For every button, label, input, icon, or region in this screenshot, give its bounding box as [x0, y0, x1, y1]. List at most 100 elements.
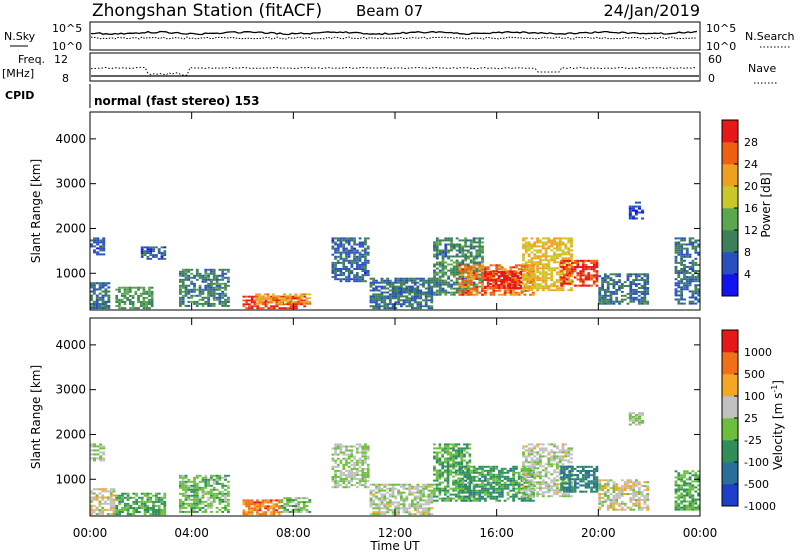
heatmap-cell	[255, 299, 258, 301]
heatmap-cell	[536, 481, 539, 484]
heatmap-cell	[424, 305, 428, 308]
heatmap-cell	[628, 207, 632, 210]
heatmap-cell	[253, 505, 257, 508]
heatmap-cell	[509, 293, 513, 296]
heatmap-cell	[416, 511, 420, 514]
heatmap-cell	[104, 307, 108, 310]
heatmap-cell	[481, 289, 484, 292]
heatmap-cell	[334, 453, 337, 456]
heatmap-cell	[107, 296, 111, 299]
heatmap-cell	[336, 476, 340, 478]
heatmap-cell	[481, 475, 484, 478]
heatmap-cell	[464, 285, 467, 288]
heatmap-cell	[536, 495, 539, 498]
heatmap-cell	[449, 455, 453, 458]
heatmap-cell	[694, 249, 698, 252]
heatmap-cell	[691, 280, 695, 283]
heatmap-cell	[458, 471, 462, 474]
heatmap-cell	[347, 471, 351, 474]
heatmap-cell	[259, 307, 262, 310]
heatmap-cell	[435, 285, 439, 288]
heatmap-cell	[584, 274, 588, 277]
heatmap-cell	[264, 511, 267, 514]
heatmap-cell	[604, 483, 607, 486]
heatmap-cell	[520, 467, 524, 470]
heatmap-cell	[430, 493, 434, 496]
heatmap-cell	[522, 277, 525, 280]
heatmap-cell	[258, 503, 262, 506]
heatmap-cell	[620, 298, 624, 301]
heatmap-cell	[400, 499, 403, 502]
heatmap-cell	[369, 297, 373, 300]
heatmap-cell	[468, 483, 472, 486]
colorbar-swatch	[722, 142, 738, 165]
heatmap-cell	[181, 274, 185, 277]
heatmap-cell	[441, 279, 445, 282]
heatmap-cell	[452, 273, 456, 276]
heatmap-cell	[486, 277, 490, 279]
heatmap-cell	[564, 443, 568, 446]
heatmap-cell	[592, 280, 596, 283]
heatmap-cell	[584, 476, 588, 479]
heatmap-cell	[132, 502, 136, 505]
heatmap-cell	[564, 495, 568, 498]
heatmap-cell	[187, 502, 191, 505]
heatmap-cell	[449, 447, 453, 450]
heatmap-cell	[433, 245, 436, 248]
heatmap-cell	[391, 493, 395, 496]
heatmap-cell	[458, 281, 462, 284]
heatmap-cell	[95, 294, 99, 297]
heatmap-cell	[294, 300, 298, 303]
heatmap-cell	[422, 279, 425, 282]
heatmap-cell	[435, 479, 439, 482]
heatmap-cell	[294, 295, 298, 298]
heatmap-cell	[565, 467, 569, 470]
heatmap-cell	[612, 283, 616, 286]
heatmap-cell	[539, 287, 542, 290]
heatmap-cell	[157, 252, 161, 254]
heatmap-cell	[576, 278, 580, 281]
heatmap-cell	[513, 287, 517, 289]
heatmap-cell	[685, 265, 689, 268]
heatmap-cell	[201, 496, 205, 499]
heatmap-cell	[539, 443, 542, 446]
heatmap-cell	[118, 500, 121, 503]
heatmap-cell	[536, 473, 539, 476]
heatmap-cell	[375, 293, 378, 296]
heatmap-cell	[498, 289, 501, 292]
heatmap-cell	[458, 245, 462, 248]
heatmap-cell	[93, 457, 96, 460]
heatmap-cell	[224, 304, 227, 307]
heatmap-cell	[121, 511, 124, 513]
heatmap-cell	[364, 457, 367, 460]
heatmap-cell	[107, 282, 111, 285]
heatmap-cell	[587, 474, 591, 477]
heatmap-cell	[536, 245, 539, 248]
heatmap-cell	[102, 245, 106, 248]
heatmap-cell	[449, 497, 453, 500]
heatmap-cell	[210, 288, 213, 291]
heatmap-cell	[394, 307, 398, 310]
heatmap-cell	[503, 275, 506, 277]
heatmap-cell	[201, 494, 205, 497]
heatmap-cell	[460, 487, 464, 490]
heatmap-cell	[218, 476, 222, 479]
heatmap-cell	[472, 479, 476, 482]
heatmap-cell	[358, 263, 362, 266]
heatmap-cell	[408, 505, 412, 508]
heatmap-cell	[481, 483, 484, 486]
heatmap-cell	[606, 483, 610, 486]
heatmap-cell	[508, 273, 512, 275]
heatmap-cell	[691, 261, 695, 264]
heatmap-cell	[90, 508, 93, 511]
heatmap-cell	[601, 279, 604, 282]
heatmap-cell	[478, 471, 482, 474]
heatmap-cell	[212, 486, 216, 489]
heatmap-cell	[224, 478, 227, 481]
heatmap-cell	[527, 289, 531, 292]
heatmap-cell	[419, 305, 423, 308]
heatmap-cell	[204, 490, 208, 493]
heatmap-cell	[210, 294, 213, 297]
heatmap-cell	[109, 506, 113, 509]
heatmap-cell	[512, 289, 515, 292]
